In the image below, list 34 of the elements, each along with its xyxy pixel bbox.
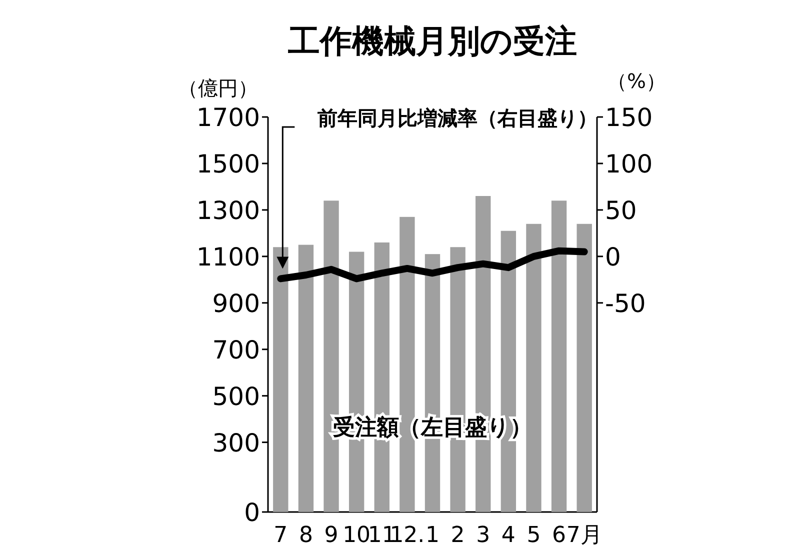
y-tick-label: 500 [212, 382, 260, 411]
x-tick-label: 5 [526, 523, 541, 548]
x-tick-label: 9 [324, 523, 338, 548]
y-tick-label: 900 [212, 288, 260, 318]
x-tick-label: 10 [342, 523, 371, 548]
bar [273, 247, 288, 512]
text: 前年同月比増減率（右目盛り） [316, 106, 598, 130]
chart-title: 工作機械月別の受注 [287, 22, 577, 60]
y-tick-label: 700 [212, 335, 260, 364]
y2-axis-title: （%） [607, 69, 666, 93]
x-tick-label: 7月 [566, 523, 602, 548]
x-tick-label: 4 [501, 523, 516, 548]
y-tick-label: 1700 [196, 103, 260, 132]
x-tick-label: 8 [298, 523, 313, 548]
y-axis-title: （億円） [178, 76, 258, 100]
y2-tick-label: -50 [605, 288, 646, 318]
y2-tick-label: 50 [605, 196, 637, 225]
bar [526, 224, 542, 512]
bar [298, 244, 314, 512]
y-tick-label: 1100 [196, 242, 260, 272]
y-tick-label: 1500 [196, 149, 260, 178]
x-tick-label: 6 [552, 523, 566, 548]
x-tick-label: 1 [426, 523, 440, 548]
y-tick-label: 0 [244, 498, 260, 527]
x-tick-label: 2 [450, 523, 465, 548]
y2-tick-label: 100 [605, 149, 653, 178]
y2-tick-label: 150 [605, 103, 653, 132]
y-tick-label: 300 [212, 428, 260, 458]
x-tick-label: 3 [476, 523, 490, 548]
bar [576, 224, 592, 512]
y-tick-label: 1300 [196, 196, 260, 225]
bar [551, 200, 567, 512]
y2-tick-label: 0 [605, 242, 621, 272]
x-tick-label: 7 [274, 523, 288, 548]
